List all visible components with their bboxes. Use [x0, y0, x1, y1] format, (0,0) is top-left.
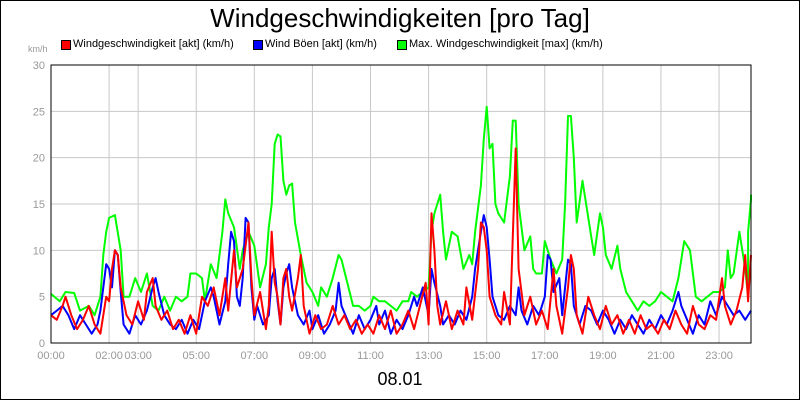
legend-label: Max. Windgeschwindigkeit [max] (km/h) [409, 38, 603, 50]
plot-area-border [50, 64, 752, 344]
y-tick-label: 10 [33, 245, 45, 257]
y-tick-label: 30 [33, 60, 45, 72]
x-tick-label: 05:00 [182, 350, 210, 362]
y-axis-unit-label: km/h [28, 44, 48, 54]
legend-swatch-green [397, 40, 407, 50]
x-tick-label: 02:00 [95, 350, 123, 362]
legend-swatch-blue [253, 40, 263, 50]
legend-label: Wind Böen [akt] (km/h) [265, 38, 377, 50]
y-tick-label: 5 [39, 292, 45, 304]
x-tick-label: 13:00 [415, 350, 443, 362]
chart-title: Windgeschwindigkeiten [pro Tag] [210, 3, 590, 33]
legend-swatch-red [61, 40, 71, 50]
x-tick-label: 03:00 [124, 350, 152, 362]
x-tick-label: 09:00 [299, 350, 327, 362]
y-tick-label: 25 [33, 106, 45, 118]
legend-label: Windgeschwindigkeit [akt] (km/h) [73, 38, 234, 50]
x-axis-date-label: 08.01 [377, 369, 423, 389]
x-tick-label: 19:00 [589, 350, 617, 362]
x-tick-label: 23:00 [705, 350, 733, 362]
y-tick-label: 15 [33, 199, 45, 211]
series-line-1 [50, 214, 752, 335]
x-tick-label: 07:00 [241, 350, 269, 362]
y-tick-label: 20 [33, 153, 45, 165]
y-tick-label: 0 [39, 338, 45, 350]
grid-layer [51, 65, 751, 343]
x-tick-label: 15:00 [473, 350, 501, 362]
x-tick-label: 11:00 [357, 350, 384, 362]
x-tick-label: 21:00 [647, 350, 675, 362]
tick-label-layer: 0 5 10 15 20 25 30 00:00 02:00 03:00 05:00 07:00 09:… [33, 60, 733, 362]
x-tick-label: 00:00 [37, 350, 65, 362]
series-line-2 [50, 147, 752, 335]
x-tick-label: 17:00 [531, 350, 559, 362]
series-layer [50, 105, 752, 335]
